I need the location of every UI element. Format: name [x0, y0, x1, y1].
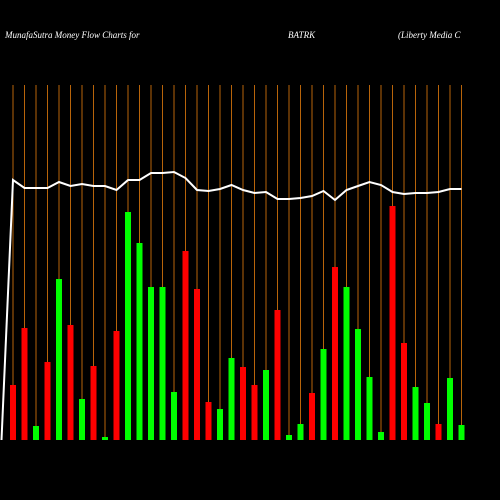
- bar: [148, 287, 154, 440]
- bar: [113, 331, 120, 440]
- bar: [102, 437, 108, 440]
- bar: [125, 212, 131, 440]
- bar: [251, 385, 258, 440]
- bar: [33, 426, 39, 440]
- bar: [67, 325, 74, 440]
- bar: [240, 367, 246, 440]
- bar: [274, 310, 281, 440]
- bar: [389, 206, 396, 440]
- bar: [171, 392, 177, 440]
- bar: [56, 279, 62, 440]
- bar: [286, 435, 292, 440]
- bar: [401, 343, 407, 440]
- bar: [159, 287, 166, 440]
- flow-line: [0, 170, 462, 441]
- bar: [205, 402, 212, 440]
- chart-title: MunafaSutra Money Flow Charts for: [4, 30, 140, 40]
- bar: [309, 393, 315, 440]
- bar: [332, 267, 338, 440]
- bar: [228, 358, 235, 440]
- bar: [263, 370, 269, 440]
- bar: [320, 349, 327, 440]
- bar: [297, 424, 304, 440]
- bar: [79, 399, 85, 440]
- bar: [435, 424, 442, 440]
- bar: [458, 425, 465, 440]
- bar: [90, 366, 97, 440]
- bar: [366, 377, 373, 440]
- bar: [343, 287, 350, 440]
- bar: [355, 329, 361, 440]
- bar: [378, 432, 384, 440]
- ticker: BATRK: [288, 30, 316, 40]
- bar: [412, 387, 419, 440]
- bar: [217, 409, 223, 440]
- bar: [182, 251, 189, 440]
- bar: [44, 362, 51, 440]
- bar: [424, 403, 430, 440]
- bar: [194, 289, 200, 440]
- bar: [136, 243, 143, 440]
- bar: [10, 385, 16, 440]
- bar: [21, 328, 28, 440]
- bar: [447, 378, 453, 440]
- company: (Liberty Media C: [398, 30, 461, 40]
